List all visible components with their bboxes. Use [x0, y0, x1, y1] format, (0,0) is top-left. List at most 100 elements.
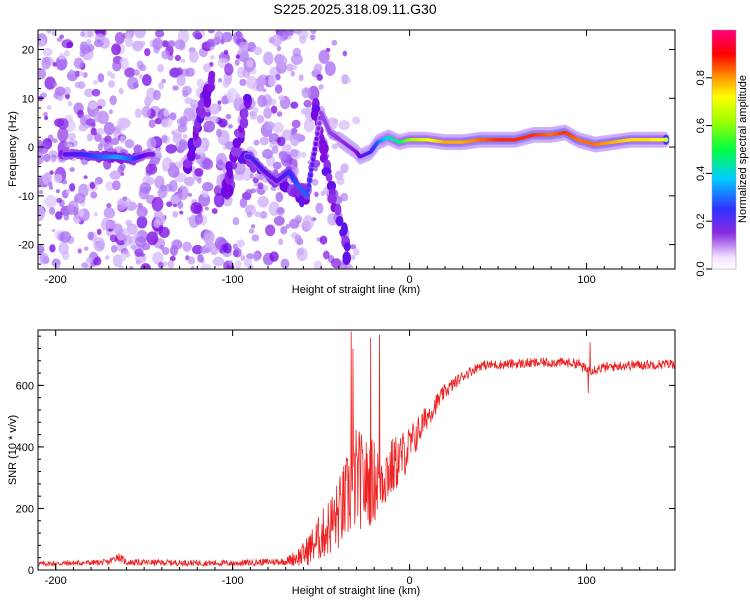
noise-blob — [106, 203, 112, 208]
noise-blob — [161, 134, 168, 143]
spec-xtick-label: 0 — [407, 274, 413, 286]
noise-blob — [46, 105, 52, 110]
noise-blob — [103, 207, 116, 219]
noise-blob — [251, 224, 256, 229]
noise-blob — [330, 258, 342, 269]
ridge-core — [664, 138, 669, 142]
noise-blob — [178, 139, 188, 151]
noise-blob — [275, 206, 286, 216]
noise-blob — [137, 247, 143, 253]
noise-blob — [108, 109, 113, 115]
noise-blob — [307, 85, 320, 101]
noise-blob — [336, 177, 345, 186]
streak-blob — [197, 99, 205, 110]
noise-blob — [190, 265, 195, 269]
snr-ytick-label: 0 — [28, 565, 34, 577]
noise-blob — [77, 81, 86, 90]
spec-xtick-label: -200 — [45, 274, 67, 286]
noise-blob — [79, 115, 88, 126]
noise-blob — [177, 185, 189, 201]
noise-blob — [310, 30, 317, 35]
noise-blob — [83, 175, 88, 180]
noise-blob — [148, 119, 156, 128]
noise-blob — [114, 31, 125, 45]
snr-series-line — [38, 331, 675, 568]
noise-blob — [73, 206, 79, 214]
spectrogram-image — [38, 30, 671, 269]
noise-blob — [194, 213, 204, 225]
noise-blob — [43, 153, 51, 163]
noise-blob — [303, 118, 315, 133]
noise-blob — [38, 205, 46, 222]
noise-blob — [49, 244, 56, 253]
noise-blob — [236, 239, 245, 248]
noise-blob — [352, 116, 361, 125]
noise-blob — [290, 70, 295, 77]
noise-blob — [111, 43, 121, 56]
noise-blob — [271, 34, 283, 47]
noise-blob — [158, 226, 170, 239]
noise-blob — [158, 81, 165, 90]
ridge-core — [313, 141, 318, 147]
noise-blob — [66, 41, 74, 49]
snr-ylabel: SNR (10 * v/v) — [7, 415, 19, 485]
noise-blob — [46, 30, 52, 34]
noise-blob — [38, 38, 46, 47]
noise-blob — [80, 31, 85, 37]
noise-blob — [58, 241, 69, 255]
noise-blob — [347, 77, 352, 84]
noise-blob — [342, 263, 354, 269]
noise-blob — [180, 58, 186, 64]
ridge-core — [315, 131, 320, 136]
noise-blob — [165, 144, 177, 154]
noise-blob — [259, 211, 268, 219]
noise-blob — [182, 241, 192, 252]
noise-blob — [274, 84, 283, 94]
noise-blob — [292, 132, 302, 141]
noise-blob — [217, 159, 223, 166]
figure-title: S225.2025.318.09.11.G30 — [273, 1, 436, 17]
noise-blob — [262, 98, 268, 106]
noise-blob — [163, 108, 170, 117]
noise-blob — [83, 246, 89, 251]
streak-blob — [342, 251, 351, 265]
noise-blob — [122, 196, 128, 202]
noise-blob — [55, 264, 61, 269]
noise-blob — [157, 261, 164, 269]
noise-blob — [302, 215, 314, 231]
snr-xtick-label: -100 — [222, 575, 244, 587]
noise-blob — [63, 214, 70, 221]
noise-blob — [286, 144, 292, 151]
noise-blob — [93, 212, 98, 217]
noise-blob — [239, 197, 248, 208]
noise-blob — [245, 76, 258, 89]
noise-blob — [224, 63, 234, 76]
spec-xtick-label: 100 — [577, 274, 595, 286]
spec-ytick-label: 0 — [28, 142, 34, 154]
noise-blob — [228, 260, 233, 267]
streak-blob — [335, 215, 344, 227]
noise-blob — [278, 238, 284, 246]
noise-blob — [124, 139, 135, 149]
noise-blob — [235, 54, 240, 59]
noise-blob — [204, 206, 209, 211]
noise-blob — [342, 50, 348, 57]
noise-blob — [59, 231, 71, 243]
noise-blob — [119, 252, 127, 262]
noise-blob — [138, 64, 147, 72]
noise-blob — [202, 181, 214, 192]
noise-blob — [204, 233, 214, 246]
noise-blob — [112, 60, 122, 72]
noise-blob — [141, 105, 152, 118]
noise-blob — [77, 248, 82, 254]
noise-blob — [303, 99, 312, 108]
noise-blob — [225, 113, 232, 120]
noise-blob — [133, 69, 140, 76]
noise-blob — [182, 89, 189, 98]
noise-blob — [275, 191, 284, 203]
noise-blob — [251, 234, 260, 242]
noise-blob — [169, 112, 177, 121]
noise-blob — [127, 76, 139, 90]
noise-blob — [52, 61, 57, 67]
